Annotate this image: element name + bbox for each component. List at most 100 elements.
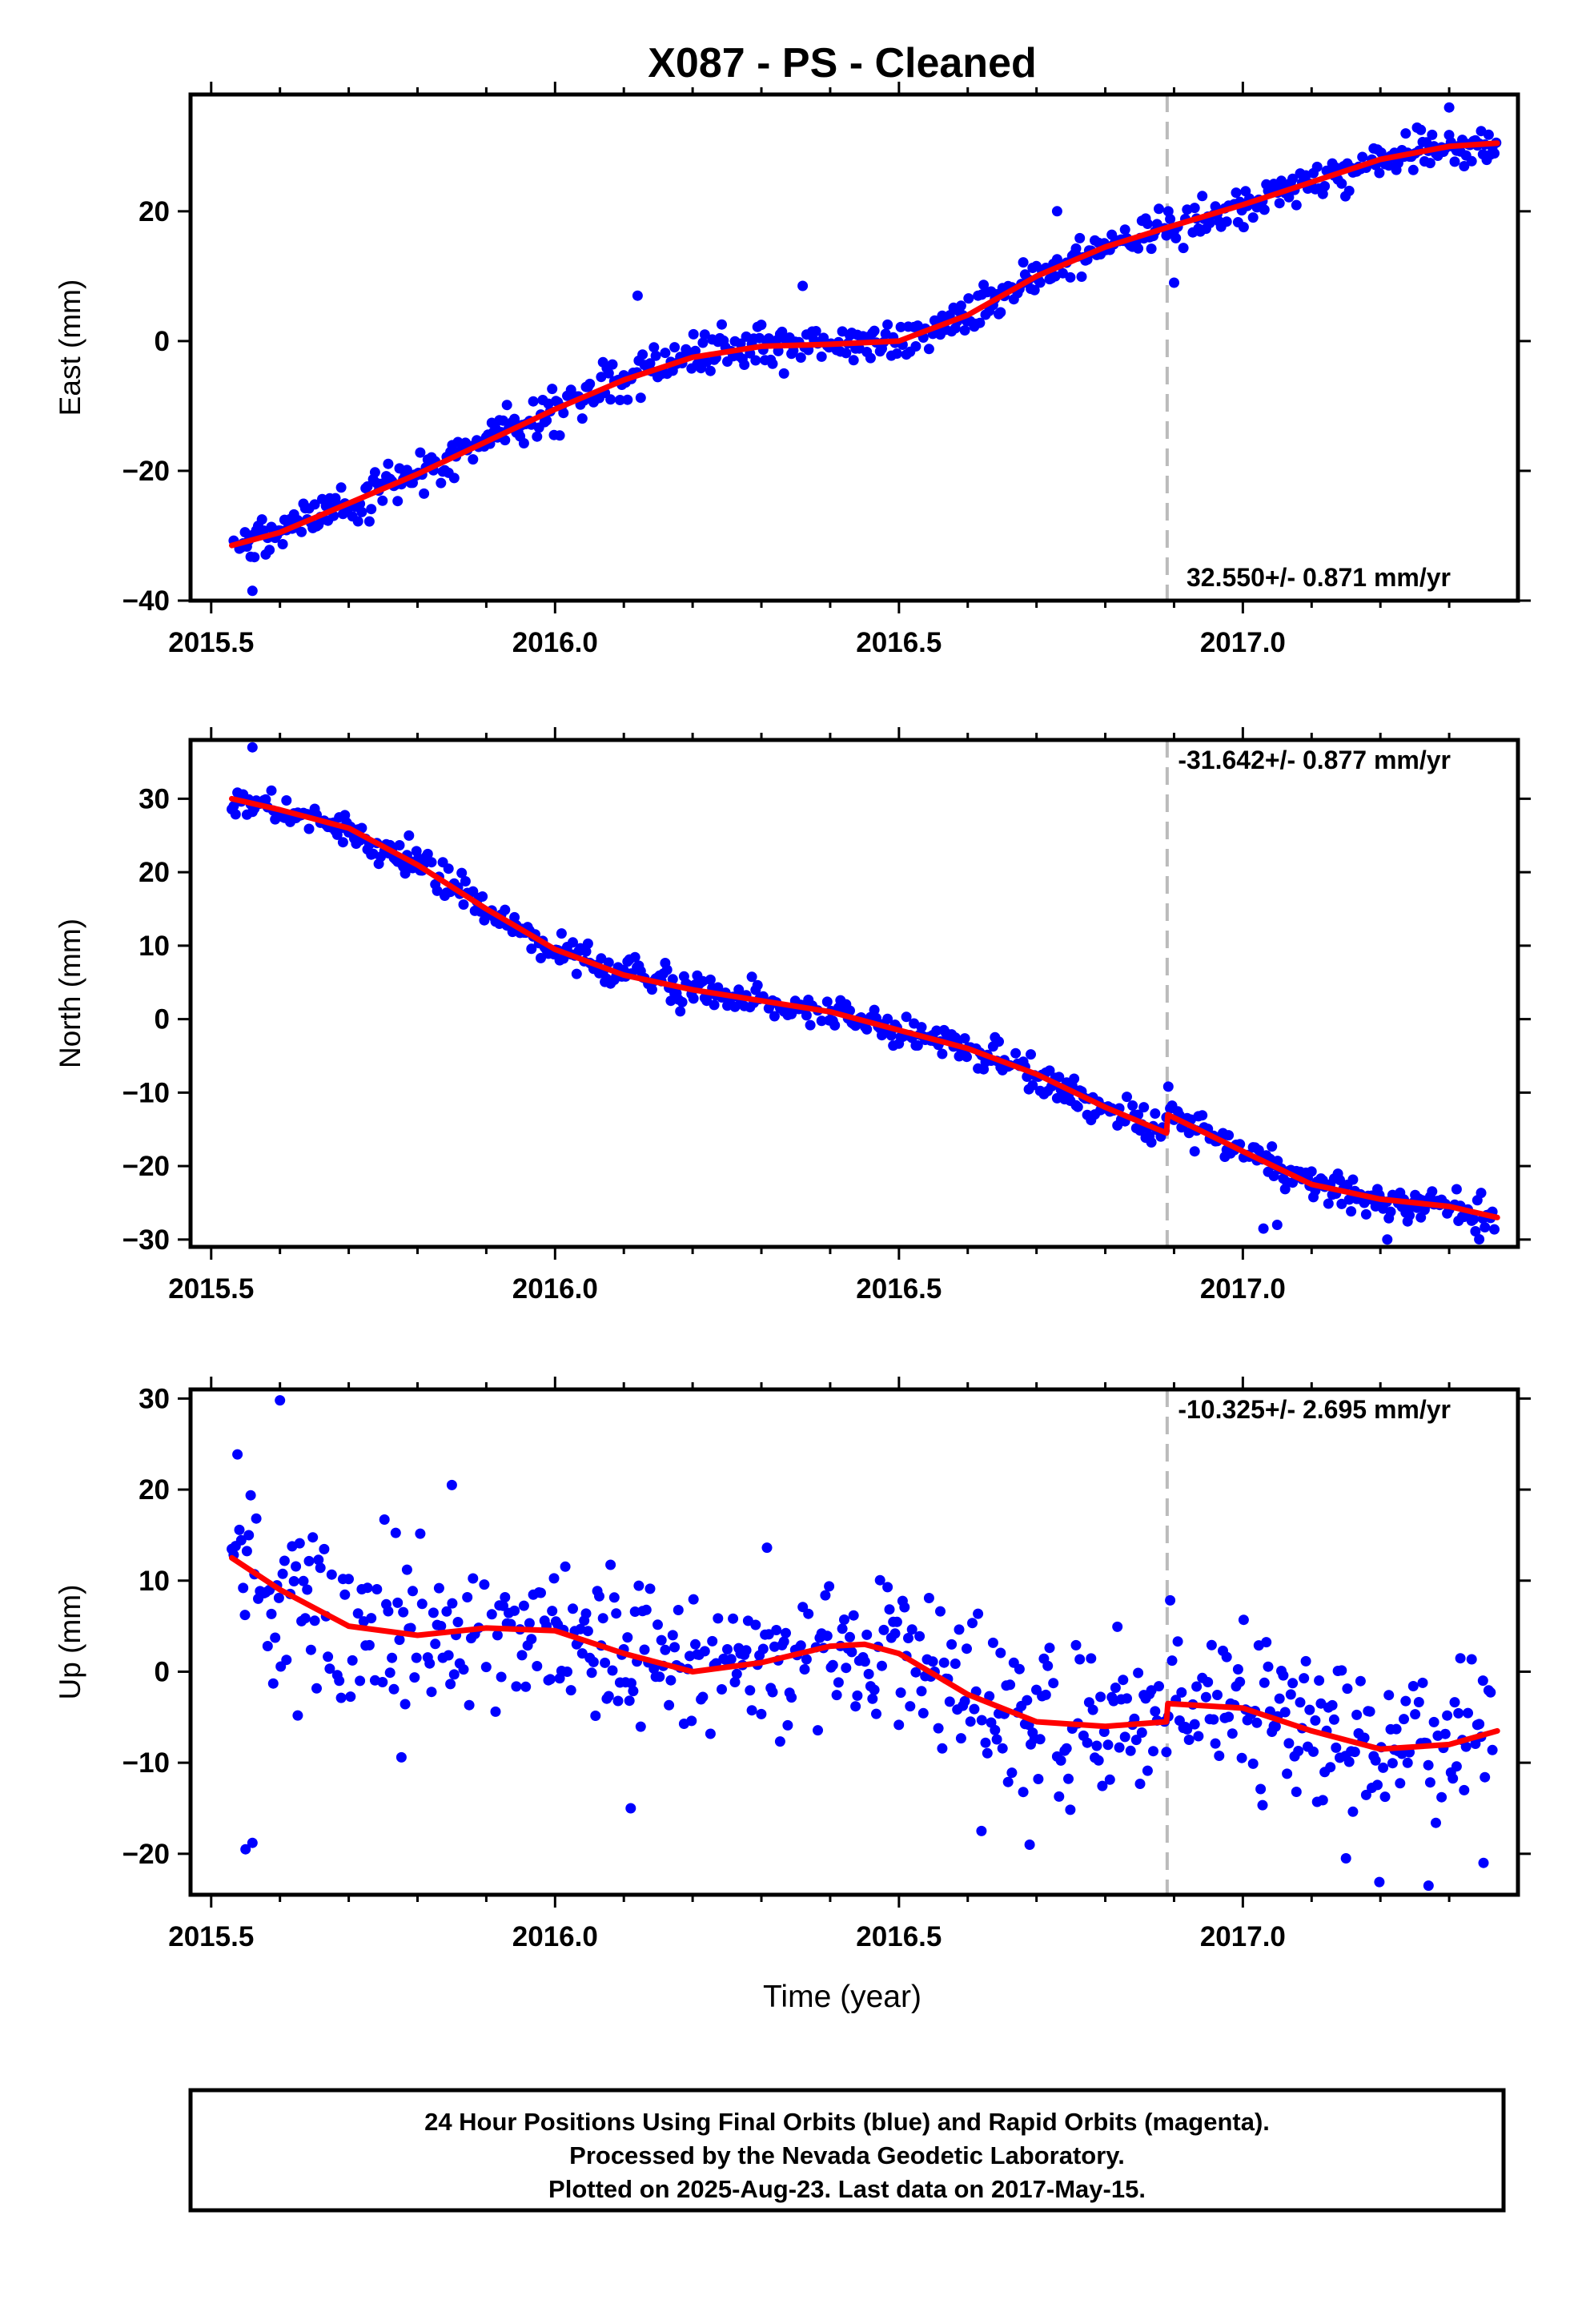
- data-point: [829, 1019, 841, 1031]
- data-point: [362, 1582, 373, 1594]
- data-point: [1385, 1206, 1396, 1217]
- data-point: [1005, 1679, 1016, 1691]
- data-point: [1072, 1101, 1083, 1112]
- data-point: [1387, 1758, 1398, 1769]
- data-point: [452, 1617, 464, 1627]
- data-point: [509, 1605, 520, 1616]
- data-point: [605, 394, 616, 405]
- data-point: [652, 1619, 663, 1630]
- data-point: [1400, 1695, 1411, 1707]
- data-point: [479, 1579, 490, 1590]
- panel-1: 2015.5 2016.0 2016.5 2017.0 −40 −20 0 20 East (m…: [54, 82, 1531, 658]
- data-point: [756, 1708, 767, 1719]
- x-axis-label: Time (year): [763, 1980, 921, 2014]
- data-point: [1340, 1853, 1351, 1864]
- data-point: [650, 350, 661, 361]
- data-point: [654, 1671, 665, 1683]
- data-point: [1082, 1737, 1093, 1748]
- data-point: [690, 1638, 701, 1650]
- data-point: [895, 1687, 906, 1699]
- data-point: [247, 742, 258, 753]
- data-point: [757, 1643, 769, 1655]
- data-point: [1351, 1709, 1363, 1720]
- data-point: [1033, 1774, 1044, 1784]
- data-point: [277, 539, 288, 549]
- data-point: [558, 408, 569, 419]
- x-tick-label: 2017.0: [1200, 1273, 1286, 1305]
- data-point: [415, 1528, 426, 1539]
- data-point: [240, 1844, 251, 1855]
- data-point: [914, 1630, 926, 1642]
- data-point: [906, 1624, 917, 1635]
- data-point: [1133, 1667, 1144, 1679]
- fit-curve: [229, 1554, 1500, 1752]
- data-point: [509, 911, 520, 923]
- data-point: [498, 415, 508, 426]
- data-point: [352, 516, 363, 527]
- data-point: [1146, 243, 1157, 255]
- data-point: [392, 496, 404, 507]
- data-point: [625, 1803, 636, 1814]
- data-point: [388, 1683, 400, 1695]
- y-axis-label: Up (mm): [54, 1585, 86, 1700]
- data-point: [1399, 1714, 1409, 1725]
- data-point: [735, 338, 746, 349]
- data-point: [741, 1645, 752, 1656]
- data-point: [891, 1616, 902, 1627]
- data-point: [1091, 1740, 1102, 1751]
- data-point: [821, 1630, 833, 1642]
- data-point: [1466, 155, 1477, 167]
- data-point: [1097, 1780, 1108, 1791]
- data-point: [1061, 1743, 1072, 1754]
- data-point: [959, 325, 970, 336]
- data-point: [861, 1023, 873, 1035]
- data-point: [801, 1010, 812, 1021]
- data-point: [1359, 1732, 1370, 1743]
- footer-line-2: Processed by the Nevada Geodetic Laborat…: [569, 2141, 1125, 2169]
- data-point: [1055, 1755, 1066, 1766]
- data-point: [1200, 1691, 1211, 1703]
- data-point: [778, 1636, 789, 1647]
- data-point: [1227, 1728, 1238, 1739]
- data-point: [640, 1604, 652, 1615]
- data-point: [436, 1621, 447, 1631]
- data-point: [441, 1606, 452, 1617]
- data-point: [713, 1613, 724, 1624]
- data-point: [622, 1632, 633, 1643]
- data-point: [232, 1449, 243, 1460]
- data-point: [644, 1583, 656, 1594]
- data-point: [1142, 1765, 1153, 1776]
- data-point: [1051, 206, 1062, 217]
- data-point: [416, 1598, 428, 1610]
- y-tick-label: −10: [122, 1077, 170, 1108]
- data-point: [1150, 1108, 1161, 1119]
- data-point: [950, 1659, 961, 1669]
- data-point: [987, 1637, 998, 1648]
- data-point: [1193, 1731, 1204, 1742]
- data-point: [582, 938, 593, 949]
- data-point: [665, 1675, 677, 1686]
- data-point: [241, 1546, 252, 1557]
- data-point: [1347, 1174, 1359, 1185]
- data-point: [1070, 243, 1082, 254]
- data-point: [673, 1605, 684, 1615]
- data-point: [816, 351, 827, 362]
- data-points: [228, 102, 1502, 597]
- data-point: [1247, 212, 1259, 223]
- data-point: [390, 1527, 401, 1538]
- data-point: [468, 454, 479, 465]
- data-point: [1274, 1693, 1285, 1704]
- rate-label: -10.325+/- 2.695 mm/yr: [1178, 1395, 1451, 1424]
- data-point: [1018, 1787, 1029, 1798]
- data-point: [377, 1677, 388, 1687]
- data-point: [436, 477, 447, 489]
- data-point: [1102, 1739, 1114, 1751]
- data-point: [1183, 1735, 1195, 1745]
- data-point: [1208, 1714, 1219, 1725]
- data-point: [1474, 1719, 1485, 1730]
- data-point: [251, 1513, 262, 1524]
- data-point: [323, 1651, 334, 1663]
- data-point: [1182, 1723, 1193, 1735]
- data-point: [500, 435, 511, 446]
